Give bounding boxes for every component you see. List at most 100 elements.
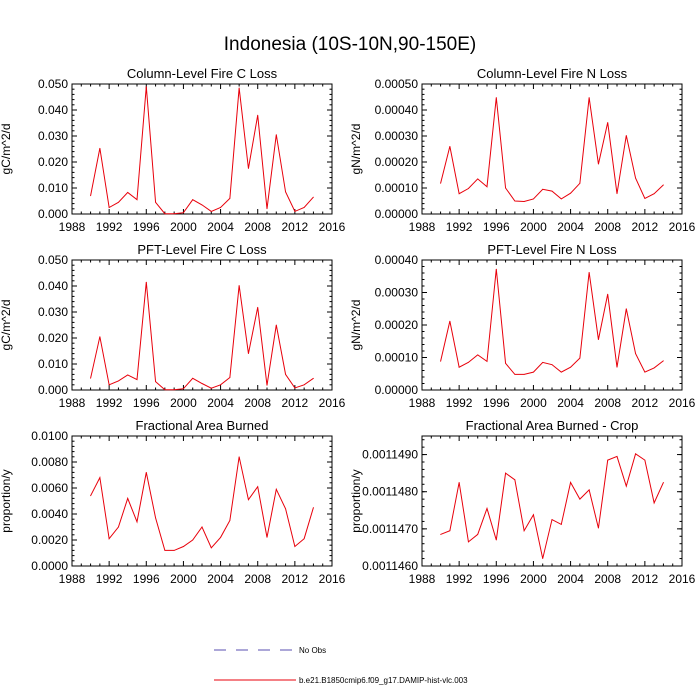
data-point [644,371,646,373]
x-tick-label: 2016 [669,396,696,410]
data-point [588,97,590,98]
data-point [477,178,479,180]
y-tick-label: 0.0000 [31,559,68,573]
data-point [275,488,277,490]
x-tick-label: 2012 [282,396,309,410]
x-tick-label: 2012 [282,220,309,234]
data-point [607,459,609,461]
y-axis-label: gC/m^2/d [0,124,13,175]
x-tick-label: 1996 [483,220,510,234]
y-tick-label: 0.0100 [31,429,68,443]
legend-label: b.e21.B1850cmip6.f09_g17.DAMIP-hist-vlc.… [299,676,468,685]
data-point [653,193,655,195]
x-tick-label: 1988 [409,396,436,410]
data-point [449,320,451,322]
data-point [313,507,314,508]
data-point [616,366,618,368]
data-point [505,362,506,364]
data-point [616,193,618,195]
data-point [201,383,203,384]
x-tick-label: 1992 [446,572,473,586]
data-point [551,190,553,192]
data-point [303,538,305,540]
data-point [145,281,147,283]
data-point [533,371,534,373]
x-tick-label: 2000 [520,220,547,234]
data-point [90,495,91,497]
data-point [653,367,655,369]
data-point [238,285,240,286]
data-point [588,271,590,273]
data-point [210,211,212,212]
data-point [173,550,175,551]
data-point [210,547,212,549]
y-tick-label: 0.050 [38,77,68,91]
x-tick-label: 2016 [669,572,696,586]
data-point [285,191,286,193]
x-tick-label: 2008 [244,396,271,410]
data-point [616,456,618,457]
data-point [523,374,525,375]
x-tick-label: 2008 [594,396,621,410]
data-point [486,508,488,509]
data-point [108,538,110,540]
data-point [477,354,479,356]
data-point [486,361,488,362]
data-point [551,364,553,366]
plot-frame [71,259,333,391]
y-axis-label: gN/m^2/d [349,124,363,175]
data-point [155,201,156,203]
data-point [579,182,581,184]
plot-frame [71,435,333,567]
data-point [108,384,110,386]
data-point [635,353,636,354]
data-point [570,366,571,368]
data-point [238,87,240,89]
x-tick-label: 2012 [632,220,659,234]
data-point [257,114,259,116]
data-point [523,201,525,202]
data-point [607,122,609,123]
data-point [449,146,451,147]
y-tick-label: 0.00000 [375,383,419,397]
y-tick-label: 0.00050 [375,77,419,91]
x-tick-label: 2004 [207,572,234,586]
y-tick-label: 0.00030 [375,129,419,143]
y-tick-label: 0.0060 [31,481,68,495]
y-tick-label: 0.0020 [31,533,68,547]
y-tick-label: 0.010 [38,357,68,371]
data-point [248,168,249,169]
x-tick-label: 2008 [244,572,271,586]
y-tick-label: 0.020 [38,331,68,345]
data-point [486,186,488,188]
data-point [458,366,460,368]
data-point [257,306,259,308]
data-point [220,384,221,386]
x-tick-label: 2004 [207,220,234,234]
series-line [90,456,314,551]
data-point [220,537,221,538]
x-tick-label: 1992 [96,572,123,586]
x-tick-label: 2000 [170,572,197,586]
data-point [663,360,664,362]
data-point [468,188,469,189]
panel-title: Column-Level Fire N Loss [477,66,628,81]
data-point [90,195,91,197]
y-axis-label: gC/m^2/d [0,300,13,351]
data-point [164,550,166,551]
data-point [303,207,305,208]
data-point [598,527,599,529]
data-point [542,188,544,190]
x-tick-label: 1992 [96,220,123,234]
data-point [294,211,296,212]
y-tick-label: 0.0040 [31,507,68,521]
panel-title: PFT-Level Fire C Loss [137,242,267,257]
data-point [560,198,562,200]
data-point [285,374,286,375]
data-point [108,207,110,208]
data-point [145,472,147,473]
y-tick-label: 0.00030 [375,286,419,300]
y-tick-label: 0.030 [38,129,68,143]
data-point [635,453,636,455]
